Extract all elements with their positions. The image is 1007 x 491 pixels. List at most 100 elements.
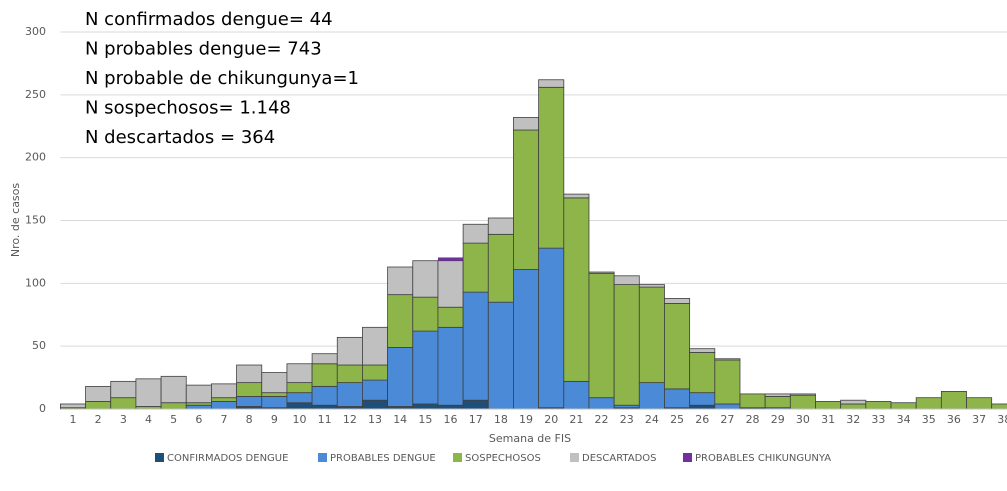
legend-label: DESCARTADOS xyxy=(582,453,657,464)
bar-segment xyxy=(412,260,439,298)
bar-segment xyxy=(664,388,691,409)
legend-swatch xyxy=(318,453,327,462)
x-tick-label: 36 xyxy=(947,413,961,426)
bar-segment xyxy=(286,392,313,404)
bar-segment xyxy=(764,393,791,397)
annotation: N confirmados dengue= 44 xyxy=(85,9,333,30)
x-tick-label: 6 xyxy=(195,413,202,426)
bar-segment xyxy=(664,303,691,390)
y-tick-label: 300 xyxy=(25,25,46,38)
bar-segment xyxy=(689,404,716,410)
annotation: N sospechosos= 1.148 xyxy=(85,98,291,119)
bar-segment xyxy=(664,298,691,304)
y-tick-label: 200 xyxy=(25,151,46,164)
bar-segment xyxy=(613,275,640,285)
bar-segment xyxy=(487,233,514,303)
bar-segment xyxy=(689,348,716,353)
x-tick-label: 4 xyxy=(145,413,152,426)
bar-segment xyxy=(85,385,112,402)
y-tick-label: 100 xyxy=(25,276,46,289)
x-tick-label: 17 xyxy=(469,413,483,426)
x-tick-label: 31 xyxy=(821,413,835,426)
bar-segment xyxy=(362,399,389,410)
bar-segment xyxy=(336,382,363,407)
x-tick-label: 11 xyxy=(318,413,332,426)
x-tick-label: 12 xyxy=(343,413,357,426)
bar-segment xyxy=(462,399,489,410)
bar-segment xyxy=(714,358,741,361)
bar-segment xyxy=(563,380,590,410)
x-tick-label: 18 xyxy=(494,413,508,426)
x-tick-label: 22 xyxy=(595,413,609,426)
x-tick-label: 24 xyxy=(645,413,659,426)
bar-segment xyxy=(110,380,137,399)
bar-segment xyxy=(211,383,237,399)
bar-segment xyxy=(513,269,540,410)
bar-segment xyxy=(739,393,766,409)
bar-segment xyxy=(789,393,816,396)
x-tick-label: 21 xyxy=(569,413,583,426)
bar-segment xyxy=(387,294,414,348)
bar-segment xyxy=(462,242,489,293)
x-tick-label: 29 xyxy=(771,413,785,426)
bar-segment xyxy=(412,296,439,332)
annotation: N probables dengue= 743 xyxy=(85,39,322,60)
y-tick-label: 50 xyxy=(32,339,46,352)
x-tick-label: 3 xyxy=(120,413,127,426)
bar-segment xyxy=(437,260,464,308)
bar-segment xyxy=(387,347,414,407)
bar-segment xyxy=(362,379,389,401)
bar-segment xyxy=(211,401,237,410)
bar-segment xyxy=(185,404,212,410)
bar-segment xyxy=(940,391,967,410)
bar-segment xyxy=(185,384,212,404)
bar-segment xyxy=(362,364,389,381)
legend-label: SOSPECHOSOS xyxy=(465,453,541,464)
bar-segment xyxy=(538,86,565,249)
x-tick-label: 38 xyxy=(997,413,1007,426)
x-tick-label: 7 xyxy=(221,413,228,426)
bar-segment xyxy=(236,364,263,384)
x-tick-label: 32 xyxy=(846,413,860,426)
bar-segment xyxy=(286,382,313,394)
y-tick-label: 250 xyxy=(25,88,46,101)
bar-segment xyxy=(437,404,464,410)
bar-segment xyxy=(437,306,464,328)
x-axis-title: Semana de FIS xyxy=(489,432,571,445)
bar-segment xyxy=(588,397,615,410)
bar-segment xyxy=(110,397,137,410)
bar-segment xyxy=(915,397,942,410)
x-tick-label: 15 xyxy=(418,413,432,426)
bar-segment xyxy=(840,399,867,405)
bar-segment xyxy=(487,217,514,235)
bar-segment xyxy=(387,266,414,296)
x-tick-label: 33 xyxy=(871,413,885,426)
bar-segment xyxy=(362,326,389,366)
x-tick-label: 37 xyxy=(972,413,986,426)
x-tick-label: 27 xyxy=(720,413,734,426)
bar-segment xyxy=(336,336,363,366)
x-tick-label: 35 xyxy=(922,413,936,426)
bar-segment xyxy=(211,397,237,402)
bar-segment xyxy=(412,330,439,405)
x-tick-label: 13 xyxy=(368,413,382,426)
bar-segment xyxy=(261,396,288,409)
bar-segment xyxy=(60,403,86,409)
x-tick-label: 26 xyxy=(695,413,709,426)
bar-segment xyxy=(613,284,640,406)
x-tick-label: 16 xyxy=(444,413,458,426)
bar-segment xyxy=(261,392,288,397)
bar-segment xyxy=(588,271,615,274)
bar-segment xyxy=(588,272,615,399)
bar-segment xyxy=(160,375,187,404)
bar-segment xyxy=(236,396,263,407)
x-tick-label: 19 xyxy=(519,413,533,426)
bar-segment xyxy=(563,197,590,382)
y-axis-title: Nro. de casos xyxy=(9,183,22,258)
x-tick-label: 2 xyxy=(95,413,102,426)
bar-segment xyxy=(311,353,338,365)
bar-segment xyxy=(789,394,816,410)
x-tick-label: 23 xyxy=(620,413,634,426)
